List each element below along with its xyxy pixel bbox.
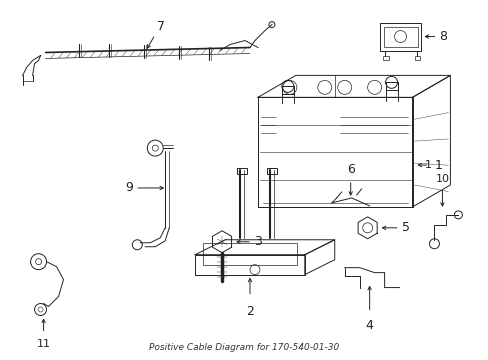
Text: 7: 7 <box>157 19 165 32</box>
Bar <box>281 86 293 94</box>
Text: 1: 1 <box>424 160 431 170</box>
Bar <box>266 168 276 174</box>
Text: 2: 2 <box>245 305 253 318</box>
Bar <box>379 23 421 50</box>
Bar <box>203 243 296 265</box>
Bar <box>383 27 417 46</box>
Text: 3: 3 <box>253 235 261 248</box>
Bar <box>195 255 304 275</box>
Text: 4: 4 <box>365 319 373 332</box>
Bar <box>414 57 420 60</box>
Text: 8: 8 <box>439 30 447 43</box>
Bar <box>382 57 388 60</box>
Text: 1: 1 <box>433 158 442 172</box>
Bar <box>385 82 397 90</box>
Text: Positive Cable Diagram for 170-540-01-30: Positive Cable Diagram for 170-540-01-30 <box>148 343 339 352</box>
Text: 6: 6 <box>346 163 354 176</box>
Text: 10: 10 <box>434 174 448 184</box>
Text: 5: 5 <box>401 221 409 234</box>
Bar <box>237 168 246 174</box>
Text: 9: 9 <box>125 181 133 194</box>
Text: 11: 11 <box>37 339 50 350</box>
Bar <box>258 97 412 207</box>
